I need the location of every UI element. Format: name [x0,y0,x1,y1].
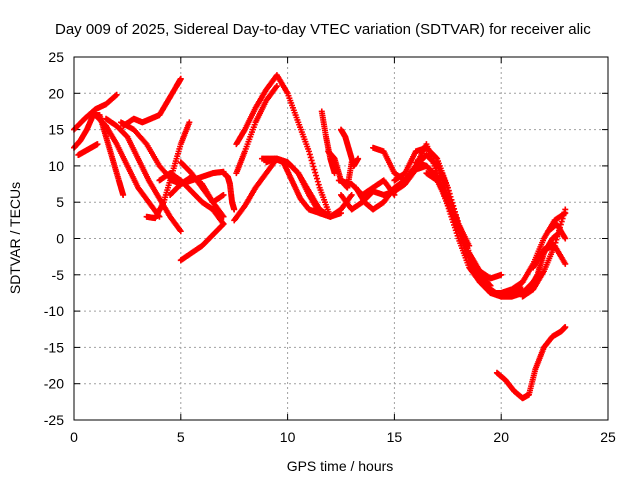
series-21 [338,126,362,169]
data-point [453,214,460,221]
axis-ticks: 0 5 10 15 20 25 -25 -20 -15 -10 -5 0 5 10 15 20 25 [44,49,616,445]
data-point [444,184,451,191]
data-point [562,260,569,267]
data-point [327,213,334,220]
data-point [312,169,319,176]
data-point [308,157,315,164]
series-7 [120,75,184,129]
data-point [449,199,456,206]
y-tick-label: 20 [48,85,64,101]
gridlines [74,57,608,420]
series-3 [75,141,101,159]
y-tick-label: -5 [52,267,65,283]
series-29 [434,159,505,282]
data-point [305,148,312,155]
series-33 [530,242,569,271]
data-point [454,217,461,224]
data-point [94,141,101,148]
data-point [498,271,505,278]
data-point [310,163,317,170]
data-point [177,75,184,82]
x-tick-label: 25 [600,429,616,445]
chart-title: Day 009 of 2025, Sidereal Day-to-day VTE… [55,21,591,38]
y-tick-label: -10 [44,303,64,319]
data-point [446,190,453,197]
data-point [219,221,226,228]
data-point [559,215,566,222]
y-tick-label: 0 [56,231,64,247]
series-2 [71,91,120,133]
data-point [186,119,193,126]
series-34 [545,220,569,242]
data-point [391,191,398,198]
y-tick-label: -25 [44,412,64,428]
data-point [348,191,355,198]
data-point [447,193,454,200]
data-point [315,181,322,188]
data-point [313,172,320,179]
y-tick-label: 10 [48,158,64,174]
data-point [231,206,238,213]
x-tick-label: 10 [280,429,296,445]
data-point [451,208,458,215]
data-points [71,72,569,402]
data-point [311,166,318,173]
data-point [306,151,313,158]
data-point [433,154,440,161]
data-point [561,209,568,216]
data-point [220,220,227,227]
series-11 [177,220,227,264]
y-tick-label: -15 [44,339,64,355]
data-point [560,212,567,219]
data-point [220,213,227,220]
series-12 [177,159,227,206]
data-point [177,228,184,235]
data-point [451,205,458,212]
data-point [113,91,120,98]
data-point [355,155,362,162]
series-13 [220,170,238,213]
data-point [338,210,344,217]
x-tick-label: 5 [177,429,185,445]
data-point [452,211,459,218]
data-point [558,218,565,225]
data-point [309,160,316,167]
series-8 [143,119,193,222]
plot-frame [73,56,609,421]
x-tick-label: 20 [493,429,509,445]
data-point [307,154,314,161]
series-15 [233,72,334,220]
data-point [445,187,452,194]
x-axis-label: GPS time / hours [287,458,394,474]
data-point [314,178,321,185]
y-tick-label: 25 [48,49,64,65]
data-point [562,206,569,213]
y-tick-label: 15 [48,122,64,138]
series-16 [233,83,280,177]
data-point [313,175,320,182]
data-point [220,191,227,198]
series-18 [263,155,334,220]
x-tick-label: 0 [70,429,78,445]
data-point [273,83,280,90]
data-point [450,202,457,209]
data-point [448,196,455,203]
series-35 [493,324,569,402]
y-axis-label: SDTVAR / TECUs [7,182,23,294]
data-point [562,235,569,242]
series-22 [338,162,430,213]
x-tick-label: 15 [387,429,403,445]
data-point [562,324,569,331]
y-tick-label: -20 [44,376,64,392]
data-point [120,191,127,198]
y-tick-label: 5 [56,194,64,210]
